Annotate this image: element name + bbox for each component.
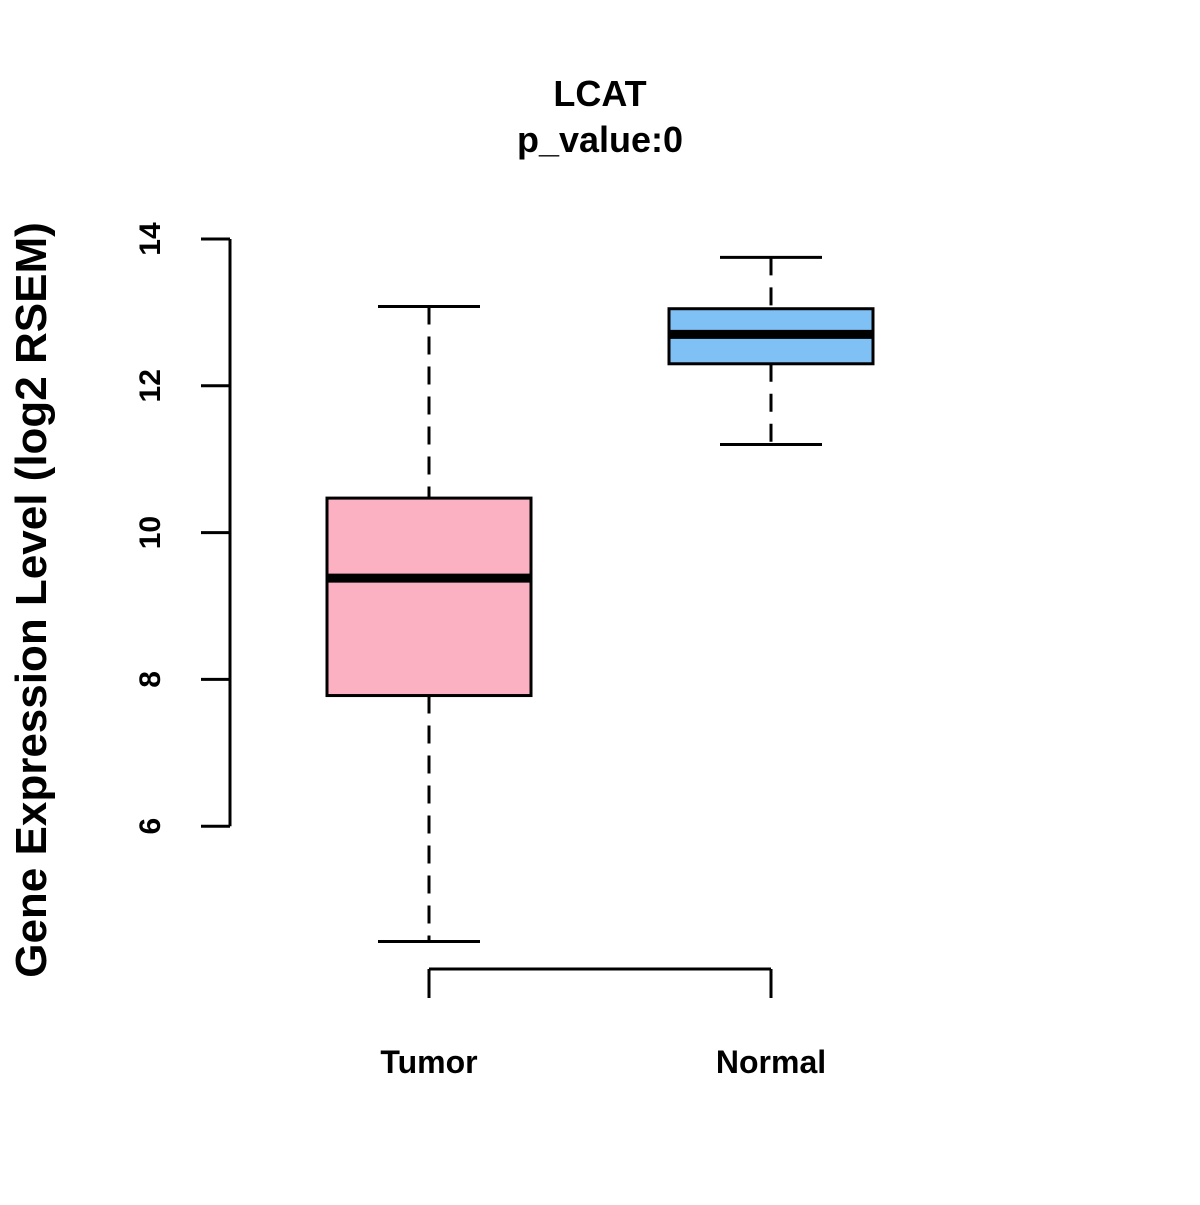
- y-tick-label: 6: [134, 818, 167, 835]
- box-series: [325, 255, 875, 943]
- y-tick-label: 8: [134, 671, 167, 688]
- y-tick-label: 12: [134, 369, 167, 402]
- y-axis: 6 8 10 12 14: [134, 222, 232, 835]
- box-normal: [667, 255, 875, 447]
- x-tick-label: Normal: [716, 1044, 826, 1080]
- iqr-box: [325, 496, 533, 698]
- x-axis: Tumor Normal: [380, 967, 826, 1080]
- chart-title: LCAT: [553, 73, 646, 114]
- y-tick-label: 14: [134, 222, 167, 256]
- y-axis-label: Gene Expression Level (log2 RSEM): [7, 222, 56, 978]
- x-tick-label: Tumor: [380, 1044, 477, 1080]
- y-tick-label: 10: [134, 516, 167, 549]
- chart-subtitle: p_value:0: [517, 119, 683, 160]
- box-tumor: [325, 305, 533, 943]
